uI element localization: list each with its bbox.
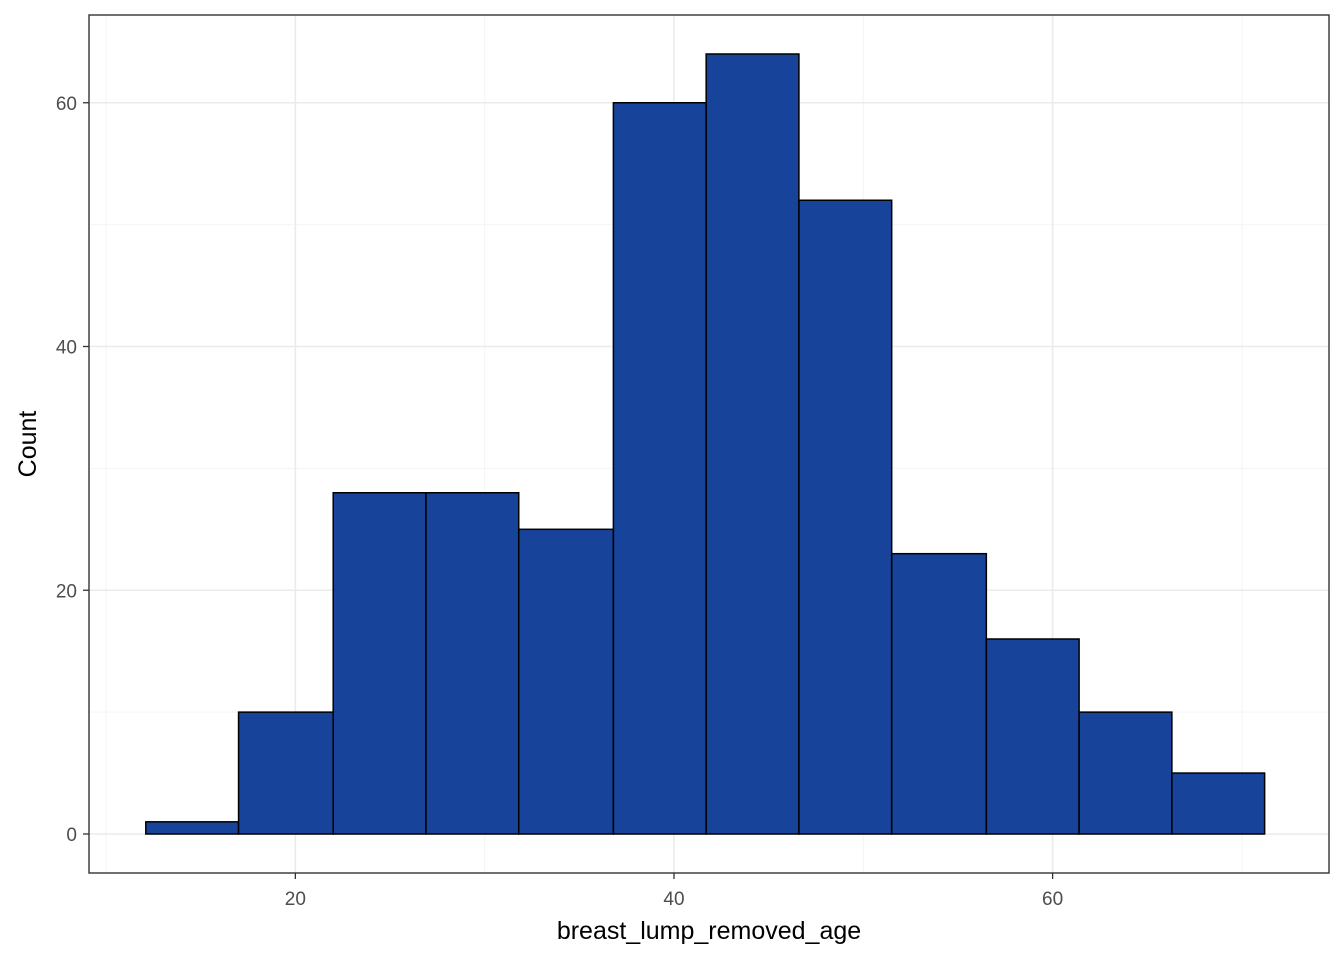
histogram-bar-8: [890, 552, 988, 835]
histogram-bar-11: [1171, 772, 1266, 835]
x-tick-label: 40: [663, 889, 684, 910]
axis-ticks: [83, 102, 1054, 879]
x-tick-label: 60: [1042, 889, 1063, 910]
histogram-bars: [145, 53, 1266, 835]
x-tick-label: 20: [285, 889, 306, 910]
y-tick-label: 40: [56, 338, 77, 359]
y-tick-label: 0: [66, 825, 77, 846]
x-axis-tick-labels: 20 40 60: [285, 889, 1063, 910]
histogram-bar-3: [425, 492, 520, 835]
histogram-bar-10: [1078, 711, 1173, 835]
y-tick-label: 20: [56, 581, 77, 602]
histogram-bar-5: [612, 102, 707, 835]
histogram-bar-1: [237, 711, 334, 835]
y-axis-title: Count: [14, 411, 42, 478]
y-tick-label: 60: [56, 94, 77, 115]
histogram-bar-6: [705, 53, 800, 835]
histogram-bar-2: [332, 492, 427, 835]
x-axis-title: breast_lump_removed_age: [557, 917, 861, 945]
panel-border: [88, 14, 1330, 874]
histogram-bar-9: [985, 638, 1080, 835]
histogram-bar-7: [798, 199, 893, 835]
histogram-bar-0: [145, 821, 240, 835]
histogram-bar-4: [517, 528, 615, 835]
y-axis-tick-labels: 0 20 40 60: [56, 94, 77, 846]
